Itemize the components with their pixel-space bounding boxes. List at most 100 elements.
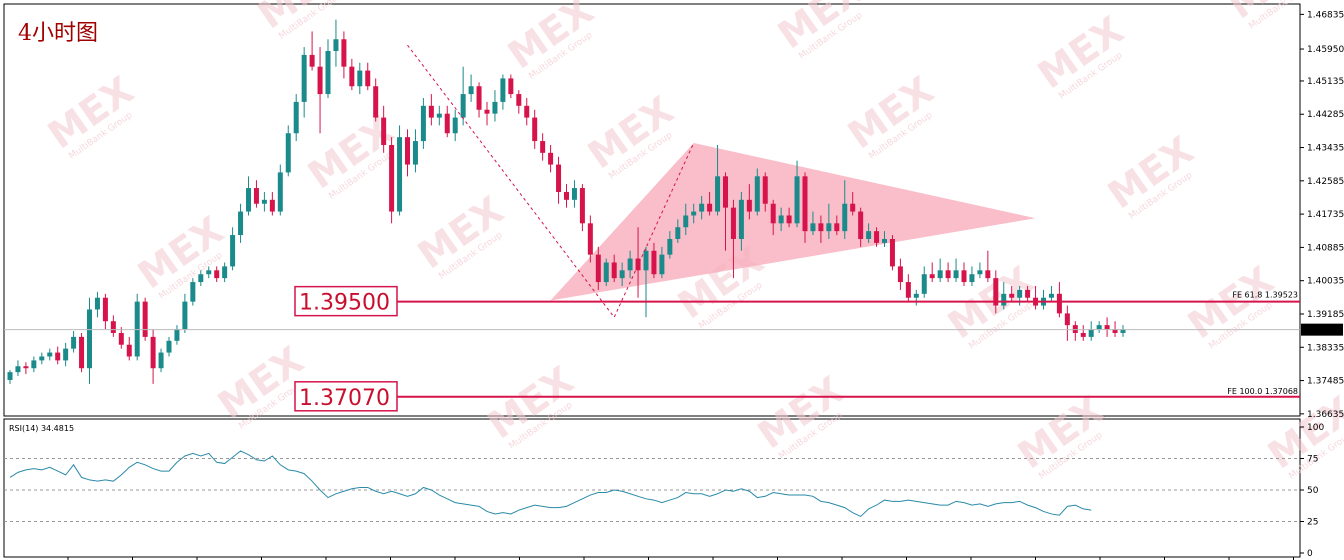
- candle-body: [452, 117, 458, 134]
- candle: [603, 258, 609, 286]
- candle: [834, 215, 840, 236]
- candle: [79, 332, 85, 373]
- candle: [222, 262, 228, 283]
- candle-body: [842, 203, 848, 232]
- candle-body: [667, 238, 673, 255]
- candle: [651, 242, 657, 279]
- candle: [985, 250, 991, 283]
- candle: [659, 246, 665, 279]
- candle-body: [945, 270, 951, 279]
- candle: [810, 211, 816, 236]
- candle: [953, 258, 959, 283]
- candle: [405, 129, 410, 177]
- price-axis-label: 1.43435: [1307, 144, 1344, 154]
- candle-body: [389, 144, 395, 212]
- candle-body: [118, 332, 124, 345]
- candle: [762, 172, 768, 212]
- candle-body: [1009, 293, 1015, 298]
- candle-body: [230, 235, 236, 267]
- candle: [174, 325, 180, 345]
- candle: [937, 258, 943, 283]
- candle: [770, 199, 776, 236]
- candle-body: [7, 372, 13, 380]
- candle-body: [102, 297, 108, 322]
- candle-body: [778, 215, 784, 224]
- price-axis-label: 1.37485: [1307, 377, 1344, 387]
- candle-body: [381, 117, 387, 145]
- candle-body: [158, 352, 164, 369]
- candle: [508, 74, 514, 98]
- candle: [842, 180, 848, 239]
- candle-body: [190, 282, 196, 302]
- candle-body: [1056, 293, 1062, 314]
- candle-body: [341, 39, 347, 67]
- candle-body: [850, 203, 856, 212]
- candle: [1048, 285, 1054, 302]
- price-axis-label: 1.41735: [1307, 210, 1344, 220]
- candle-body: [818, 223, 824, 232]
- candle-body: [611, 262, 617, 279]
- candle-body: [794, 176, 800, 224]
- candle: [1041, 289, 1046, 310]
- triangle-pattern: [550, 143, 1036, 301]
- candle-body: [874, 231, 880, 243]
- price-level-label: 1.37070: [299, 386, 390, 411]
- candle-body: [436, 113, 442, 118]
- candle: [913, 289, 919, 306]
- candle: [1096, 321, 1102, 333]
- current-price-tag: [1301, 323, 1343, 336]
- price-axis-label: 1.39185: [1307, 310, 1344, 320]
- candle: [63, 342, 69, 367]
- candle-body: [325, 50, 331, 95]
- candle-body: [428, 105, 434, 118]
- candle: [460, 66, 466, 126]
- candle: [556, 156, 562, 204]
- rsi-panel-frame: [3, 418, 1301, 558]
- candle-body: [47, 352, 53, 357]
- candle: [524, 97, 530, 126]
- candle-body: [39, 356, 45, 361]
- candle-body: [929, 274, 935, 279]
- candle: [723, 172, 728, 251]
- candle-body: [293, 101, 299, 134]
- candle-body: [357, 70, 363, 87]
- candle: [214, 266, 220, 283]
- candle: [564, 184, 569, 208]
- candle: [15, 360, 21, 377]
- candle: [301, 47, 307, 118]
- candle: [778, 207, 784, 232]
- candle: [444, 105, 450, 138]
- candle: [412, 129, 418, 173]
- candle-body: [985, 270, 991, 279]
- candle-body: [198, 274, 204, 283]
- candle-body: [921, 274, 927, 294]
- candle: [587, 215, 593, 263]
- candle: [858, 207, 864, 247]
- price-axis: 1.46835 1.45950 1.45135 1.44285 1.43435 1.425…: [1300, 10, 1344, 420]
- candle: [341, 31, 347, 79]
- candle-body: [754, 176, 760, 212]
- price-level-box: [294, 285, 398, 317]
- candle: [611, 254, 617, 283]
- candle-body: [961, 270, 967, 283]
- rsi-axis-label: 100: [1307, 423, 1324, 433]
- price-axis-label: 1.36635: [1307, 410, 1344, 420]
- candle-body: [150, 336, 156, 369]
- candle-body: [595, 254, 601, 283]
- candle-body: [627, 258, 633, 271]
- candle-body: [1088, 329, 1094, 337]
- rsi-label: RSI(14) 34.4815: [9, 424, 74, 433]
- candle: [309, 31, 315, 71]
- candle: [357, 62, 363, 95]
- candle: [699, 195, 705, 220]
- candle-body: [707, 203, 713, 212]
- candle: [1025, 285, 1031, 302]
- price-axis-label: 1.38335: [1307, 343, 1344, 353]
- candle: [683, 203, 689, 236]
- candle: [738, 191, 744, 251]
